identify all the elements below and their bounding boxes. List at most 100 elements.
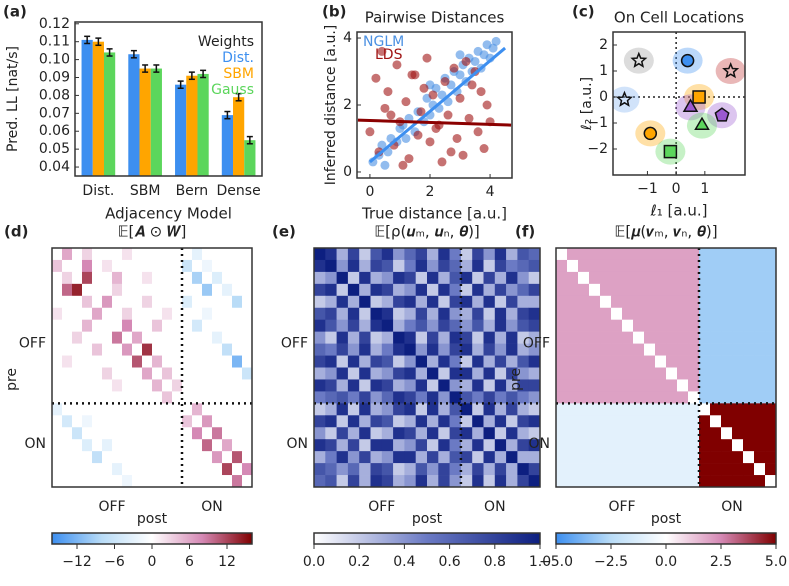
cell	[528, 439, 541, 452]
cell	[212, 427, 223, 440]
cell	[162, 475, 173, 488]
cell	[494, 307, 507, 320]
cell	[370, 475, 383, 488]
cell	[172, 427, 183, 440]
cell	[765, 295, 777, 309]
cell	[222, 391, 233, 404]
cell	[172, 331, 183, 344]
cell	[622, 451, 634, 464]
cell	[483, 451, 496, 464]
cell	[142, 463, 153, 476]
cell	[528, 463, 541, 476]
cell	[72, 367, 83, 380]
cell	[472, 331, 484, 344]
cell	[567, 331, 579, 344]
cell	[112, 379, 123, 392]
cell	[506, 307, 518, 320]
cell	[506, 439, 518, 452]
cell	[162, 319, 173, 332]
cell	[472, 439, 484, 452]
cell	[102, 439, 113, 452]
cell	[578, 415, 590, 428]
cell	[427, 427, 439, 440]
col-label: OFF	[368, 499, 395, 515]
cell	[556, 331, 568, 344]
cell	[556, 403, 568, 416]
cell	[347, 463, 360, 476]
cell	[152, 391, 163, 404]
cell	[62, 379, 73, 392]
cell	[644, 343, 656, 356]
cloud	[715, 58, 745, 84]
cell	[483, 307, 496, 320]
cloud	[613, 86, 640, 113]
cell	[589, 343, 601, 356]
cell	[427, 475, 439, 488]
cell	[122, 427, 133, 440]
cell	[655, 295, 667, 309]
cell	[347, 331, 360, 344]
cell	[472, 391, 484, 404]
cell	[232, 379, 243, 392]
cell	[202, 319, 213, 332]
point	[416, 107, 426, 117]
plot-frame	[74, 21, 263, 177]
cell	[611, 427, 623, 440]
cell	[92, 463, 103, 476]
cell	[404, 367, 416, 380]
cell	[62, 319, 73, 332]
cell	[359, 343, 371, 356]
point	[398, 160, 408, 170]
cell	[721, 331, 733, 344]
cell	[721, 355, 733, 368]
cell	[62, 439, 73, 452]
cell	[494, 451, 507, 464]
cell	[460, 403, 473, 416]
cell	[232, 415, 243, 428]
cell	[359, 295, 371, 309]
cell	[666, 463, 678, 476]
cell	[517, 307, 529, 320]
x-axis-label: post	[651, 511, 682, 527]
cell	[370, 271, 383, 285]
cell	[182, 403, 193, 416]
cell	[325, 403, 337, 416]
cell	[677, 259, 689, 273]
cell	[232, 331, 243, 344]
cell	[222, 295, 233, 309]
cell	[578, 319, 590, 332]
cell	[743, 295, 755, 309]
cell	[62, 283, 73, 297]
cell	[182, 355, 193, 368]
cell	[336, 248, 349, 261]
cell	[578, 248, 590, 261]
cell	[222, 379, 233, 392]
cell	[710, 379, 722, 392]
cell	[212, 391, 223, 404]
cell	[655, 391, 667, 404]
cell	[528, 331, 541, 344]
cell	[314, 379, 326, 392]
cell	[688, 403, 700, 416]
cell	[222, 451, 233, 464]
cell	[743, 271, 755, 285]
point	[431, 123, 441, 133]
cell	[655, 475, 667, 488]
cell	[765, 475, 777, 488]
cell	[438, 415, 450, 428]
cell	[202, 475, 213, 488]
point	[479, 144, 489, 154]
cell	[765, 451, 777, 464]
cell	[381, 331, 394, 344]
cell	[655, 379, 667, 392]
cell	[644, 427, 656, 440]
cell	[112, 355, 123, 368]
x-tick-label: 2	[426, 184, 435, 200]
colorbar-tick-label: −2.5	[594, 554, 628, 570]
cell	[567, 379, 579, 392]
cell	[132, 367, 143, 380]
cell	[72, 391, 83, 404]
cell	[172, 367, 183, 380]
cell	[578, 379, 590, 392]
cell	[517, 463, 529, 476]
